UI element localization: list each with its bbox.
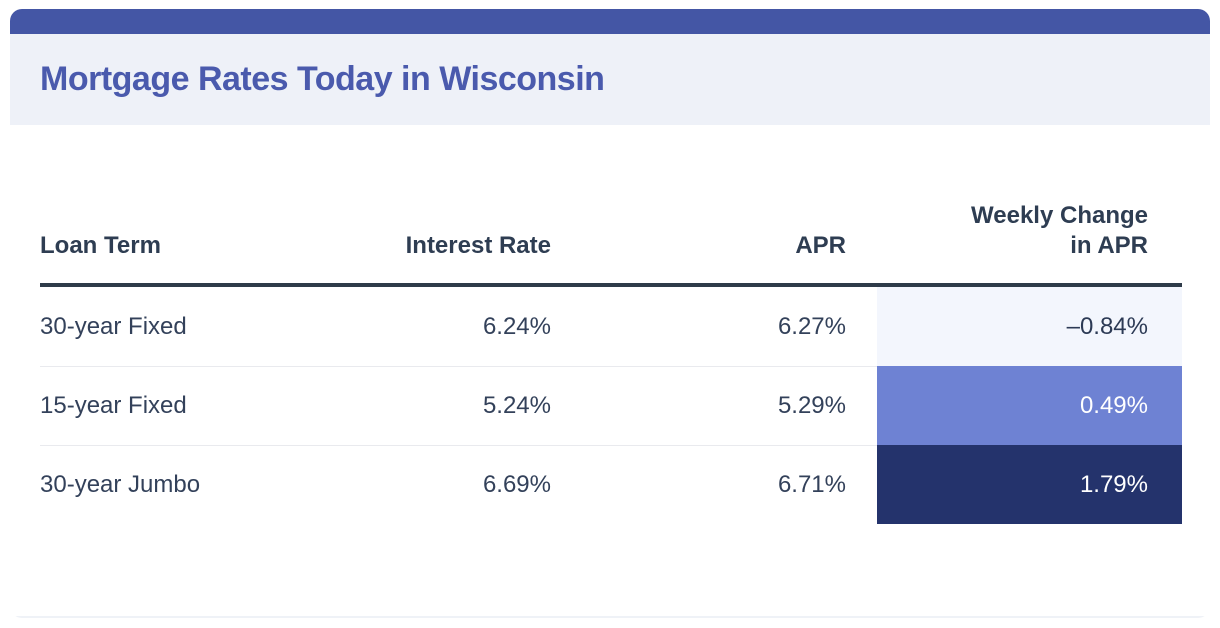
apr-cell: 6.71%	[582, 445, 877, 524]
interest-rate-cell: 5.24%	[352, 366, 582, 445]
card-footer: Source: Mortgage Research Center; Data a…	[10, 616, 1210, 618]
interest-rate-cell: 6.24%	[482, 312, 551, 340]
apr-cell: 6.27%	[777, 312, 846, 340]
loan-term-cell: 15-year Fixed	[40, 366, 352, 445]
column-header-interest-rate: Interest Rate	[405, 232, 551, 259]
weekly-change-cell: 1.79%	[877, 445, 1182, 524]
table-row: 15-year Fixed 5.24% 5.29% 0.49%	[40, 366, 1182, 445]
loan-term-cell: 30-year Jumbo	[40, 445, 352, 524]
loan-term-cell: 30-year Fixed	[40, 312, 187, 340]
column-header-weekly-change: Weekly Change in APR	[971, 202, 1148, 259]
page-title: Mortgage Rates Today in Wisconsin	[40, 60, 605, 98]
table-section: Loan Term Interest Rate APR Weekly Chang…	[10, 201, 1210, 616]
column-header-apr: APR	[795, 232, 846, 259]
weekly-change-cell: –0.84%	[877, 287, 1182, 366]
rates-card: Mortgage Rates Today in Wisconsin Loan T…	[10, 9, 1210, 618]
table-row: 30-year Fixed 6.24% 6.27% –0.84%	[40, 287, 1182, 366]
weekly-change-cell: 0.49%	[877, 366, 1182, 445]
apr-cell: 5.29%	[582, 366, 877, 445]
interest-rate-cell: 6.69%	[352, 445, 582, 524]
table-row: 30-year Jumbo 6.69% 6.71% 1.79%	[40, 445, 1182, 524]
column-header-loan-term: Loan Term	[40, 232, 161, 259]
card-header: Mortgage Rates Today in Wisconsin	[10, 34, 1210, 125]
table-header-row: Loan Term Interest Rate APR Weekly Chang…	[40, 201, 1182, 287]
accent-topbar	[10, 9, 1210, 34]
